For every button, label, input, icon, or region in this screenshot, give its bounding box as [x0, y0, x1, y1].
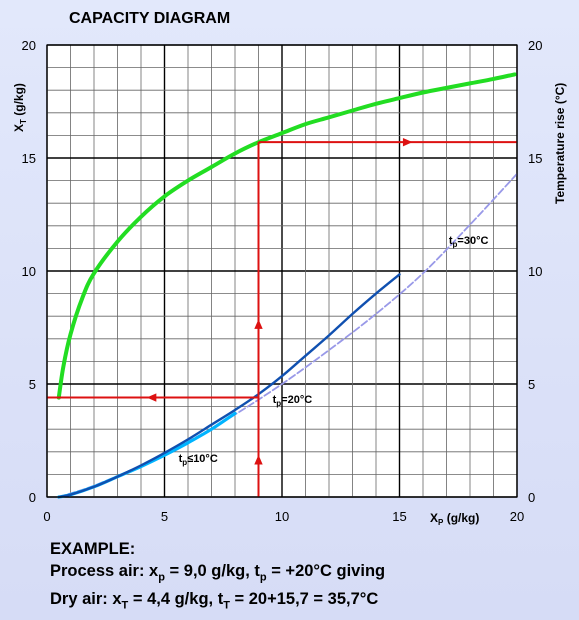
annotation-tp30: tp=30°C — [449, 235, 489, 249]
x-tick-label: 15 — [392, 509, 406, 524]
curve-tp20 — [57, 273, 401, 499]
example-process-air: Process air: xp = 9,0 g/kg, tp = +20°C g… — [50, 562, 386, 584]
y-right-tick-label: 10 — [528, 264, 542, 279]
curve-annotations: tp≤10°C tp=20°C tp=30°C — [179, 235, 489, 467]
x-tick-label: 10 — [275, 509, 289, 524]
x-axis-label: XP (g/kg) — [430, 511, 479, 527]
y-left-tick-label: 10 — [22, 264, 36, 279]
example-heading: EXAMPLE: — [50, 540, 136, 558]
annotation-tp10: tp≤10°C — [179, 453, 218, 467]
arrow-up-upper — [254, 319, 263, 329]
arrow-right — [402, 137, 413, 147]
y-left-axis-label: XT (g/kg) — [12, 83, 28, 132]
y-right-tick-label: 15 — [528, 151, 542, 166]
axis-labels: XT (g/kg) Temperature rise (°C) XP (g/kg… — [12, 83, 567, 527]
arrow-left — [146, 393, 157, 402]
y-left-tick-label: 5 — [29, 377, 36, 392]
annotation-tp20: tp=20°C — [273, 394, 313, 408]
y-left-tick-label: 0 — [29, 490, 36, 505]
x-tick-label: 20 — [510, 509, 524, 524]
arrow-up-lower — [254, 454, 263, 465]
y-right-axis-label: Temperature rise (°C) — [553, 83, 567, 204]
grid — [46, 44, 518, 498]
x-tick-label: 5 — [161, 509, 168, 524]
plot-frame — [46, 44, 518, 498]
y-right-tick-label: 0 — [528, 490, 535, 505]
example-box: EXAMPLE: Process air: xp = 9,0 g/kg, tp … — [50, 538, 385, 617]
example-dry-air: Dry air: xT = 4,4 g/kg, tT = 20+15,7 = 3… — [50, 590, 379, 612]
y-left-tick-label: 20 — [22, 38, 36, 53]
reading-lines — [47, 137, 517, 497]
chart-title: CAPACITY DIAGRAM — [69, 10, 230, 27]
x-tick-label: 0 — [43, 509, 50, 524]
y-right-tick-label: 5 — [528, 377, 535, 392]
y-left-tick-label: 15 — [22, 151, 36, 166]
y-right-tick-label: 20 — [528, 38, 542, 53]
